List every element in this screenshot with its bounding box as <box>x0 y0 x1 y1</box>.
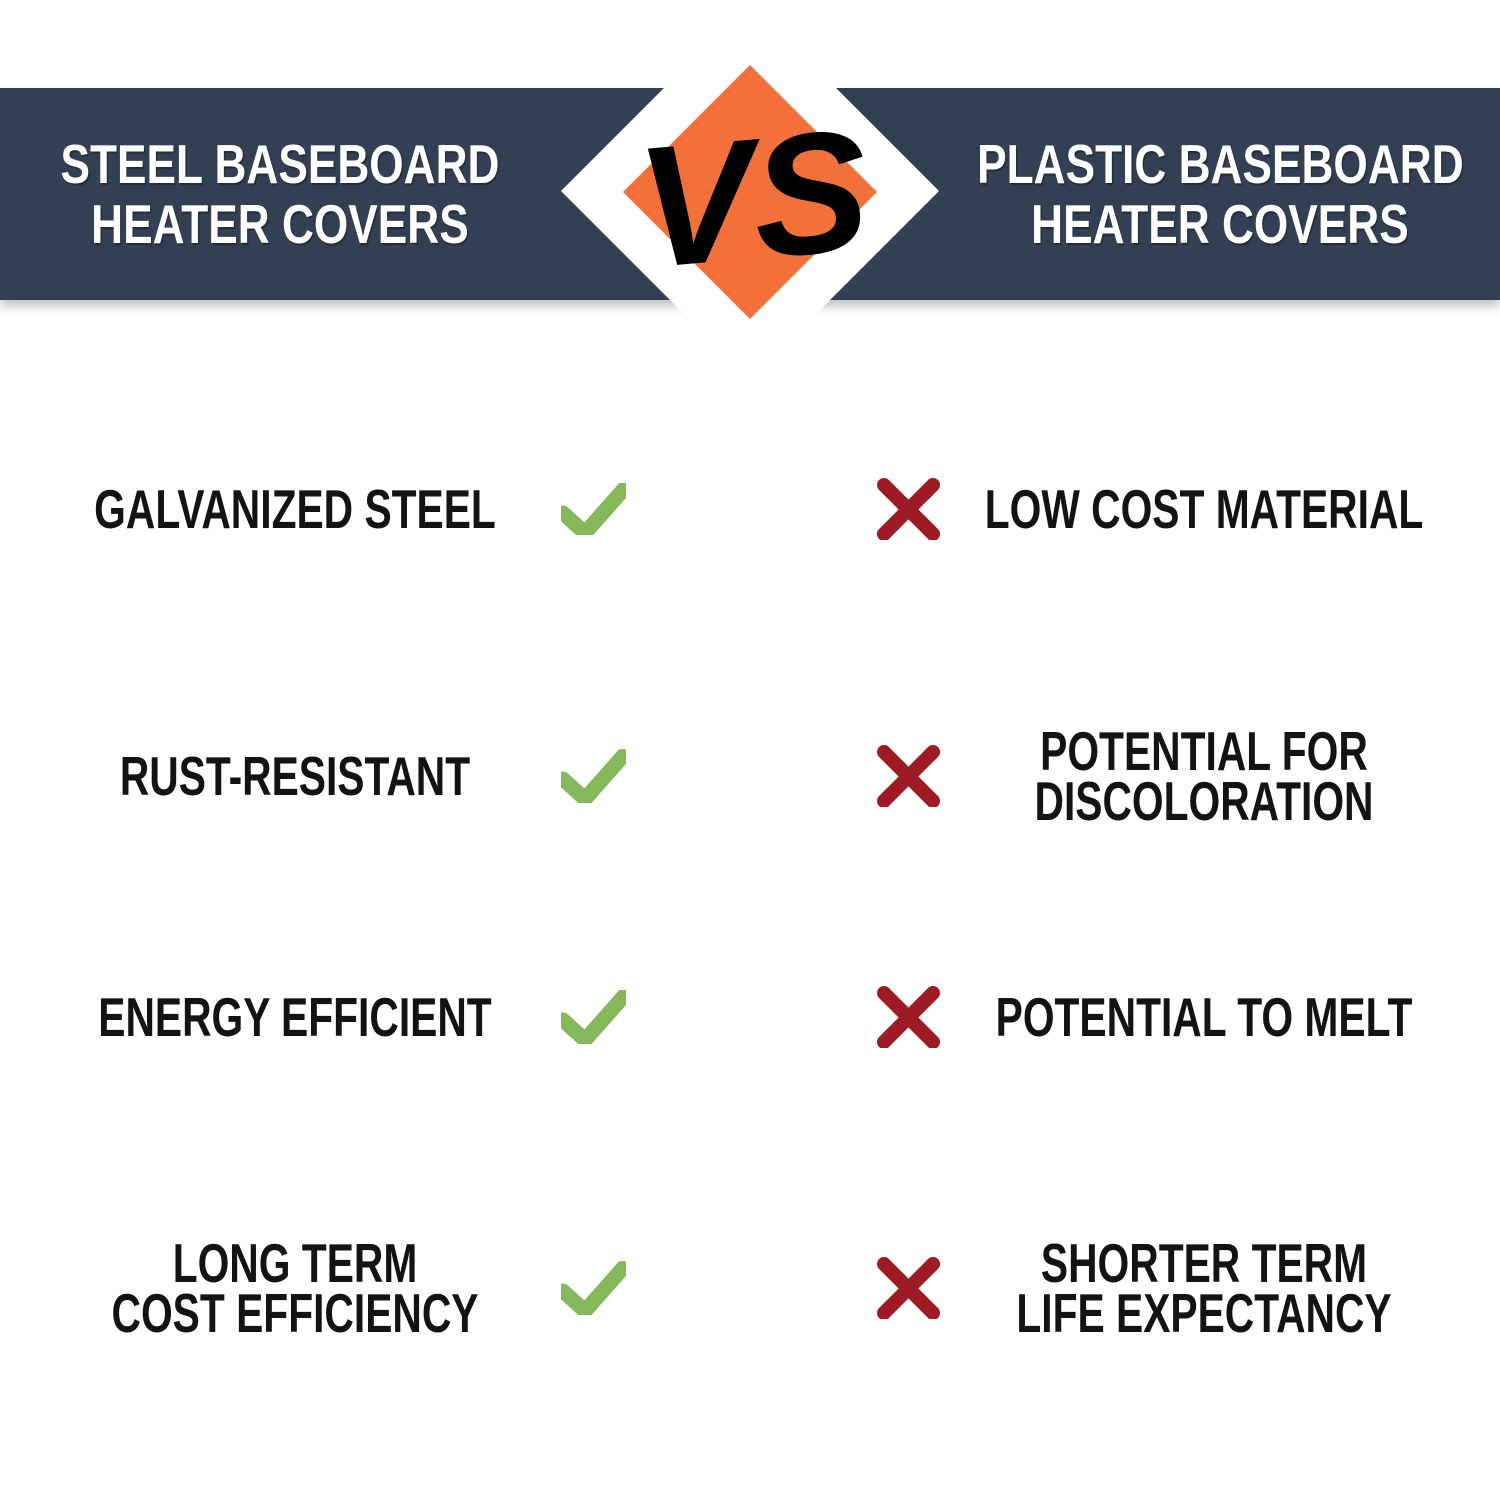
svg-text:VS: VS <box>630 93 875 304</box>
